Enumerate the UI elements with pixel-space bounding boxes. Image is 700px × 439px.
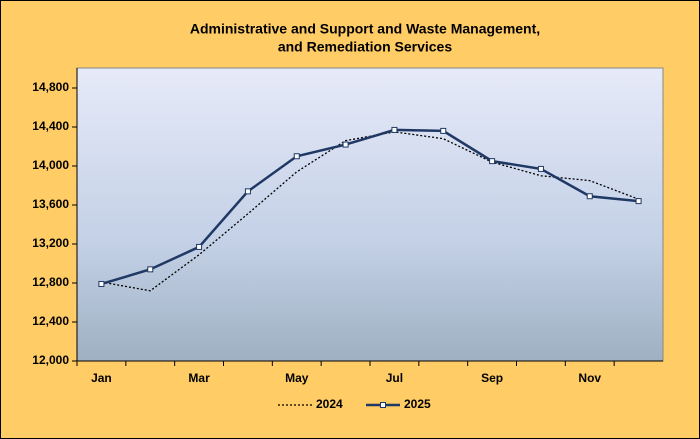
point	[342, 141, 349, 148]
legend-label: 2024	[316, 397, 343, 411]
point	[98, 280, 105, 287]
y-tick-label: 14,400	[32, 119, 69, 133]
x-tick-label: Jul	[386, 371, 403, 385]
x-tick-label: Sep	[481, 371, 503, 385]
y-tick-label: 14,000	[32, 158, 69, 172]
x-tick-label: Nov	[578, 371, 601, 385]
legend-marker	[380, 402, 386, 408]
point	[440, 127, 447, 134]
y-tick-label: 13,200	[32, 236, 69, 250]
x-tick-label: May	[285, 371, 309, 385]
point	[196, 243, 203, 250]
point	[586, 193, 593, 200]
point	[635, 198, 642, 205]
x-tick-label: Jan	[91, 371, 112, 385]
y-tick-label: 12,800	[32, 275, 69, 289]
series-line	[101, 128, 639, 286]
y-tick-label: 14,800	[32, 80, 69, 94]
point	[244, 188, 251, 195]
plot-area	[76, 67, 664, 362]
y-tick-label: 12,400	[32, 314, 69, 328]
y-tick-label: 12,000	[32, 353, 69, 367]
point	[537, 165, 544, 172]
x-tick-label: Mar	[188, 371, 210, 385]
point	[293, 153, 300, 160]
y-tick-label: 13,600	[32, 197, 69, 211]
chart-title: Administrative and Support and Waste Man…	[190, 21, 540, 37]
chart-title: and Remediation Services	[278, 39, 453, 55]
legend-label: 2025	[404, 397, 431, 411]
point	[489, 158, 496, 165]
point	[391, 126, 398, 133]
point	[147, 266, 154, 273]
